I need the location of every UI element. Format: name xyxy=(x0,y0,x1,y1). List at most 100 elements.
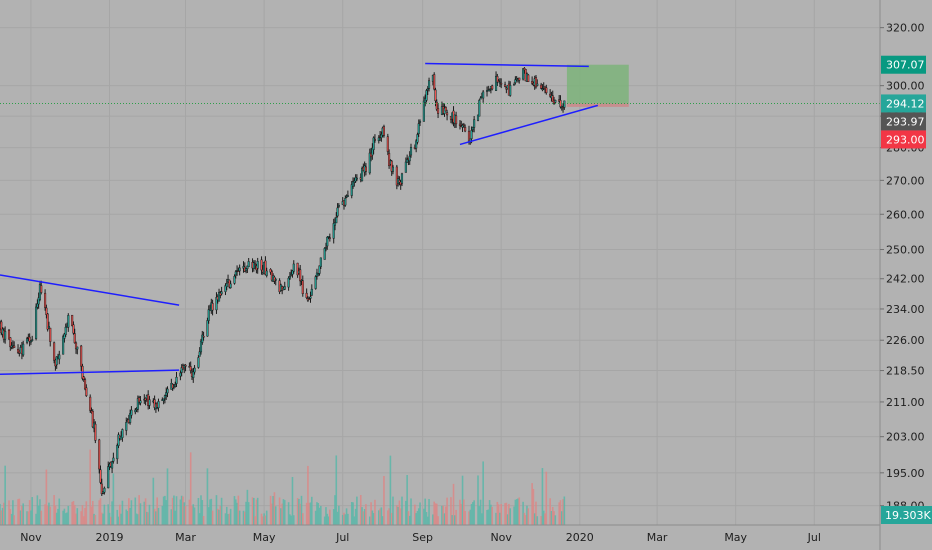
volume-bar xyxy=(161,505,164,525)
candle-body xyxy=(335,217,338,224)
volume-bar xyxy=(354,508,357,525)
volume-bar xyxy=(500,504,503,525)
volume-bar xyxy=(166,468,169,525)
volume-bar xyxy=(209,499,211,525)
volume-bar xyxy=(441,505,443,525)
volume-bar xyxy=(66,512,68,525)
volume-bar xyxy=(544,513,546,525)
candle-body xyxy=(470,130,473,139)
volume-bar xyxy=(496,501,499,525)
volume-bar xyxy=(202,516,205,525)
volume-bar xyxy=(146,511,148,525)
volume-bar xyxy=(468,511,470,525)
target-box[interactable] xyxy=(566,64,629,107)
volume-bar xyxy=(26,511,28,525)
volume-bar xyxy=(425,512,428,525)
candle-body xyxy=(527,74,530,83)
stop-zone[interactable] xyxy=(566,103,629,107)
volume-bar xyxy=(495,512,497,525)
volume-bar xyxy=(513,506,515,525)
volume-bar xyxy=(455,509,457,525)
volume-bar xyxy=(218,509,220,525)
candle-body xyxy=(192,371,195,378)
volume-bar xyxy=(491,506,493,525)
time-tick-label: Sep xyxy=(412,531,433,544)
candle-body xyxy=(464,126,467,132)
time-axis[interactable]: Nov 2019 Mar May Jul Sep Nov 2020 Mar May Jul xyxy=(20,531,821,544)
volume-bar xyxy=(317,502,320,525)
volume-bar xyxy=(365,504,367,525)
volume-bar xyxy=(554,515,557,525)
price-tick-label: 250.00 xyxy=(886,244,925,257)
candle-body xyxy=(4,331,7,340)
volume-bar xyxy=(374,499,376,525)
volume-bar xyxy=(129,508,131,525)
volume-bar xyxy=(380,507,383,525)
candle-body xyxy=(360,168,364,182)
volume-bar xyxy=(478,506,481,525)
volume-bar xyxy=(57,508,59,525)
volume-bar xyxy=(464,510,466,525)
volume-bar xyxy=(300,495,303,525)
volume-bar xyxy=(138,495,140,525)
volume-bar xyxy=(397,506,399,525)
volume-bar xyxy=(545,471,548,525)
candle-body xyxy=(73,333,76,344)
candle-body xyxy=(554,99,557,103)
volume-bar xyxy=(460,503,463,525)
candle-body xyxy=(198,351,201,357)
volume-bar xyxy=(36,495,39,525)
profit-zone[interactable] xyxy=(566,64,629,104)
volume-bar xyxy=(103,504,106,525)
volume-bar xyxy=(419,502,421,525)
volume-bar xyxy=(179,499,182,525)
volume-bar xyxy=(82,516,85,525)
candle-body xyxy=(563,100,566,108)
price-tag-background xyxy=(881,94,926,113)
candle-body xyxy=(323,248,326,260)
candle-body xyxy=(319,257,322,267)
candle-body xyxy=(408,155,411,162)
candle-body xyxy=(479,97,482,100)
volume-bar xyxy=(336,511,339,525)
volume-bar xyxy=(287,502,290,525)
volume-bar xyxy=(451,515,454,525)
volume-bar xyxy=(67,505,70,525)
volume-bar xyxy=(390,512,393,525)
time-tick-label: Nov xyxy=(20,531,42,544)
candle-body xyxy=(536,83,539,86)
volume-bar xyxy=(35,513,37,525)
volume-bar xyxy=(175,496,178,525)
candle-body xyxy=(26,338,29,343)
candle-body xyxy=(427,80,431,89)
candle-body xyxy=(139,400,142,404)
candle-body xyxy=(328,237,331,239)
trendlines[interactable] xyxy=(0,62,599,376)
trendline[interactable] xyxy=(0,369,180,376)
candle-body xyxy=(382,126,386,136)
volume-bar xyxy=(198,513,201,525)
volume-bar xyxy=(242,510,245,525)
volume-bar xyxy=(162,496,165,525)
volume-bar xyxy=(490,504,492,525)
volume-bar xyxy=(48,502,50,525)
candle-body xyxy=(99,469,102,483)
volume-bar xyxy=(311,496,313,525)
price-axis[interactable]: 320.00300.00290.00280.00270.00260.00250.… xyxy=(880,22,925,513)
trendline[interactable] xyxy=(425,62,589,68)
volume-bar xyxy=(387,510,389,525)
trendline[interactable] xyxy=(0,274,180,306)
volume-bar xyxy=(347,513,349,525)
candle-body xyxy=(80,345,83,367)
volume-bar xyxy=(477,475,479,525)
volume-bar xyxy=(482,461,484,525)
candle-body xyxy=(44,292,47,308)
candle-body xyxy=(309,296,312,299)
volume-bar xyxy=(334,495,336,525)
price-tick-label: 195.00 xyxy=(886,467,925,480)
candle-body xyxy=(391,166,395,172)
candle-body xyxy=(314,276,317,289)
candle-body xyxy=(473,119,476,128)
trendline[interactable] xyxy=(459,104,599,146)
